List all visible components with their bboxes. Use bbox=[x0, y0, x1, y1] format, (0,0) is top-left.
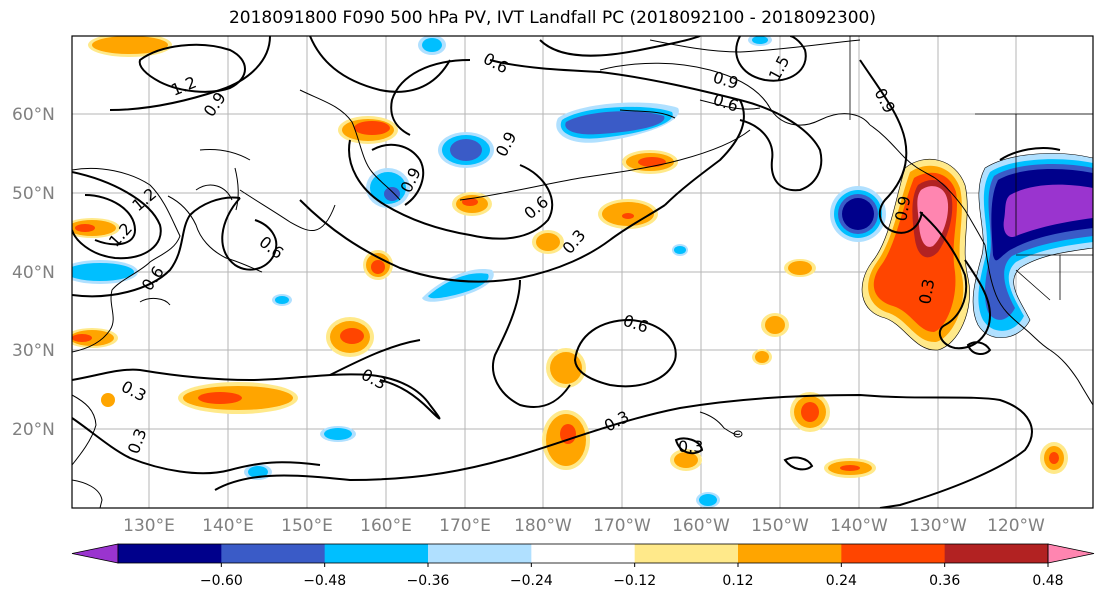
longitude-labels: 130°E 140°E 150°E 160°E 170°E 180°W 170°… bbox=[123, 516, 1045, 536]
contour-label: 0.9 bbox=[891, 194, 914, 222]
contour-label: 0.3 bbox=[678, 437, 703, 456]
colorbar-label: −0.12 bbox=[613, 573, 656, 589]
latitude-labels: 60°N 50°N 40°N 30°N 20°N bbox=[12, 105, 55, 440]
colorbar-segment bbox=[118, 544, 222, 563]
lat-label: 30°N bbox=[12, 341, 55, 361]
colorbar-segment bbox=[428, 544, 532, 563]
lon-label: 160°W bbox=[672, 516, 730, 536]
lon-label: 160°E bbox=[360, 516, 412, 536]
colorbar-segment bbox=[634, 544, 739, 563]
lat-label: 60°N bbox=[12, 105, 55, 125]
colorbar-label: −0.24 bbox=[510, 573, 553, 589]
lat-label: 20°N bbox=[12, 420, 55, 440]
colorbar-right-arrow bbox=[1047, 543, 1095, 564]
colorbar-label: 0.24 bbox=[826, 573, 857, 589]
colorbar-segment bbox=[738, 544, 842, 563]
positive-anomaly-fields bbox=[72, 36, 1068, 478]
colorbar-segment bbox=[324, 544, 429, 563]
lon-label: 130°E bbox=[123, 516, 175, 536]
lon-label: 130°W bbox=[909, 516, 967, 536]
lat-label: 50°N bbox=[12, 184, 55, 204]
colorbar-segment bbox=[221, 544, 326, 563]
colorbar-label: 0.36 bbox=[929, 573, 960, 589]
map-title: 2018091800 F090 500 hPa PV, IVT Landfall… bbox=[228, 8, 876, 28]
lon-label: 150°W bbox=[751, 516, 809, 536]
colorbar-segment bbox=[944, 544, 1049, 563]
colorbar-segment bbox=[841, 544, 946, 563]
colorbar-label: 0.48 bbox=[1032, 573, 1063, 589]
lon-label: 180°W bbox=[514, 516, 572, 536]
colorbar-segment bbox=[531, 544, 636, 563]
lon-label: 140°E bbox=[202, 516, 254, 536]
lon-label: 140°W bbox=[830, 516, 888, 536]
contour-label: 0.3 bbox=[915, 277, 938, 305]
coastlines bbox=[72, 36, 1093, 508]
lon-label: 170°E bbox=[439, 516, 491, 536]
map-frame bbox=[71, 35, 1094, 509]
pv-contours bbox=[72, 36, 1061, 508]
colorbar-label: −0.48 bbox=[303, 573, 346, 589]
colorbar-frame bbox=[117, 543, 1049, 564]
colorbar-label: 0.12 bbox=[722, 573, 753, 589]
colorbar-left-arrow bbox=[71, 543, 119, 564]
colorbar-label: −0.36 bbox=[407, 573, 450, 589]
lon-label: 150°E bbox=[281, 516, 333, 536]
lon-label: 120°W bbox=[987, 516, 1045, 536]
lon-label: 170°W bbox=[593, 516, 651, 536]
colorbar: −0.60 −0.48 −0.36 −0.24 −0.12 0.12 0.24 0.36 0.4… bbox=[71, 543, 1095, 589]
colorbar-label: −0.60 bbox=[200, 573, 243, 589]
lat-label: 40°N bbox=[12, 263, 55, 283]
